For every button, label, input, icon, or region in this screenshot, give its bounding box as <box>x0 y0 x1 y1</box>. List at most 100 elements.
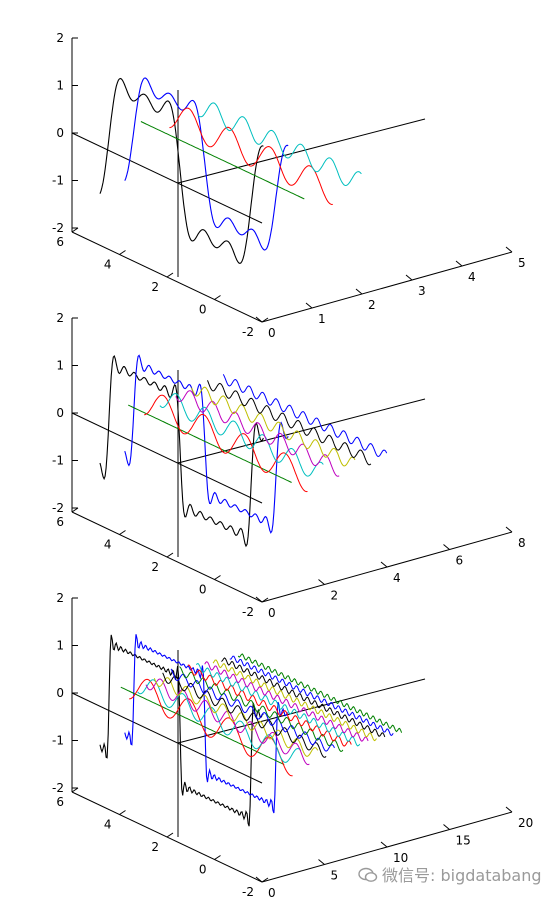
z-tick-label: 20 <box>518 816 533 830</box>
series-line-6 <box>175 390 340 477</box>
z-tick-mark <box>255 876 263 883</box>
series-line-1 <box>99 77 264 265</box>
x-tick-mark <box>71 507 79 513</box>
x-tick-mark <box>261 317 269 323</box>
z-tick-label: 4 <box>393 571 401 585</box>
y-tick-label: 1 <box>56 359 64 373</box>
z-tick-mark <box>443 544 450 550</box>
y-tick-label: -2 <box>52 501 64 515</box>
wechat-icon <box>358 867 378 887</box>
series-line-14 <box>212 659 377 742</box>
x-tick-label: 2 <box>151 280 159 294</box>
y-tick-label: 1 <box>56 79 64 93</box>
series-line-4 <box>169 107 333 206</box>
z-tick-label: 4 <box>468 270 476 284</box>
series-line-8 <box>162 672 327 758</box>
x-tick-label: 4 <box>104 818 112 832</box>
x-tick-mark <box>71 227 79 233</box>
z-tick-mark <box>405 274 413 281</box>
series-line-2 <box>124 77 289 251</box>
x-tick-mark <box>166 832 174 838</box>
y-tick-label: 1 <box>56 639 64 653</box>
y-tick-label: 0 <box>56 406 64 420</box>
x-center-line <box>71 412 263 504</box>
z-tick-label: 0 <box>268 326 276 340</box>
z-tick-label: 5 <box>518 256 526 270</box>
x-tick-mark <box>166 552 174 558</box>
series-line-7 <box>153 677 319 757</box>
z-tick-label: 0 <box>268 606 276 620</box>
x-tick-label: 6 <box>56 795 64 809</box>
x-tick-label: -2 <box>242 325 254 339</box>
series-line-3 <box>140 121 305 200</box>
series-line-4 <box>144 394 308 493</box>
series-line-10 <box>179 666 344 752</box>
z-tick-label: 6 <box>456 554 464 568</box>
z-tick-label: 2 <box>368 298 376 312</box>
x-tick-label: 0 <box>199 303 207 317</box>
y-tick-label: -1 <box>52 174 64 188</box>
watermark: 微信号: bigdatabang <box>358 862 542 887</box>
series-line-12 <box>195 663 361 747</box>
x-tick-label: 0 <box>199 863 207 877</box>
series-line-9 <box>222 374 388 458</box>
watermark-text: 微信号: bigdatabang <box>382 866 542 885</box>
x-tick-label: 4 <box>104 258 112 272</box>
series-line-9 <box>170 668 335 752</box>
y-tick-label: -1 <box>52 454 64 468</box>
z-tick-label: 8 <box>518 536 526 550</box>
x-tick-mark <box>119 810 126 815</box>
z-tick-mark <box>380 561 388 568</box>
z-axis-line <box>261 251 513 323</box>
x-tick-mark <box>71 787 79 793</box>
x-tick-mark <box>261 877 269 883</box>
y-tick-label: 2 <box>56 591 64 605</box>
z-tick-mark <box>443 824 450 830</box>
z-tick-mark <box>505 526 513 533</box>
x-tick-mark <box>119 530 126 535</box>
series-line-2 <box>124 634 289 814</box>
x-center-line <box>71 692 263 784</box>
z-tick-mark <box>505 806 513 813</box>
z-tick-mark <box>505 246 513 253</box>
x-tick-label: 2 <box>151 560 159 574</box>
series-line-5 <box>159 392 324 477</box>
y-tick-label: 0 <box>56 126 64 140</box>
series-line-7 <box>191 386 356 467</box>
z-tick-mark <box>318 859 325 865</box>
z-tick-label: 2 <box>331 589 339 603</box>
z-center-line <box>177 118 426 184</box>
series-line-15 <box>221 657 386 738</box>
series-line-13 <box>204 661 369 742</box>
x-tick-mark <box>166 272 174 278</box>
series-line-3 <box>127 404 292 483</box>
x-tick-label: 4 <box>104 538 112 552</box>
x-tick-mark <box>214 575 221 580</box>
z-tick-mark <box>380 841 388 848</box>
series-line-11 <box>187 664 352 747</box>
x-tick-label: 6 <box>56 235 64 249</box>
z-tick-label: 1 <box>318 312 326 326</box>
z-tick-label: 3 <box>418 284 426 298</box>
series-line-4 <box>129 678 293 777</box>
x-center-line <box>71 132 263 224</box>
z-tick-mark <box>255 316 263 323</box>
z-tick-mark <box>455 260 463 267</box>
y-tick-label: -2 <box>52 221 64 235</box>
x-tick-label: -2 <box>242 885 254 899</box>
series-line-16 <box>229 655 394 737</box>
y-tick-label: 2 <box>56 311 64 325</box>
x-tick-mark <box>261 597 269 603</box>
z-tick-mark <box>305 302 313 309</box>
y-tick-label: 0 <box>56 686 64 700</box>
series-line-8 <box>207 380 372 466</box>
z-tick-label: 10 <box>393 851 408 865</box>
x-tick-label: 2 <box>151 840 159 854</box>
z-tick-label: 15 <box>456 834 471 848</box>
y-tick-label: 2 <box>56 31 64 45</box>
x-tick-mark <box>214 295 221 300</box>
z-tick-mark <box>255 596 263 603</box>
z-center-line <box>177 398 426 464</box>
z-tick-mark <box>318 579 325 585</box>
series-line-17 <box>237 653 403 733</box>
